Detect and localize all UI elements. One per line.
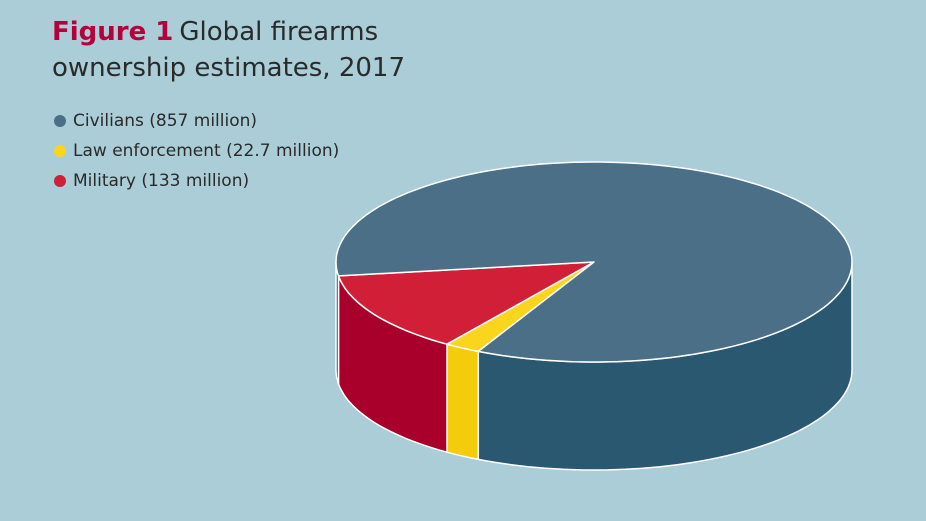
legend-label: Civilians (857 million) xyxy=(73,111,257,131)
slice-top xyxy=(446,261,595,353)
legend-label: Law enforcement (22.7 million) xyxy=(73,141,339,161)
legend-label: Military (133 million) xyxy=(73,171,249,191)
title-block: Figure 1 Global firearms ownership estima… xyxy=(52,14,492,86)
slice-top xyxy=(335,161,853,363)
slice-side xyxy=(446,343,480,461)
slice-side xyxy=(335,261,340,385)
legend-swatch xyxy=(54,145,66,157)
legend-swatch xyxy=(54,175,66,187)
figure-label: Figure 1 xyxy=(52,17,174,47)
legend-swatch xyxy=(54,115,66,127)
chart-title: Global firearms ownership estimates, 201… xyxy=(52,17,406,83)
slice-top xyxy=(337,261,595,345)
